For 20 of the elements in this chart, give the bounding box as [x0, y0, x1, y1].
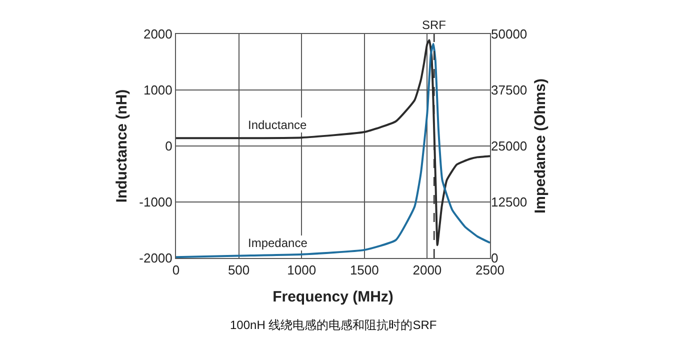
x-tick-label: 1000 — [287, 262, 316, 278]
y-tick-label: 2000 — [143, 26, 172, 42]
y-tick-label: 0 — [165, 138, 172, 154]
x-tick-label: 2000 — [412, 262, 442, 278]
y2-tick-label: 25000 — [491, 138, 528, 154]
ref-line-label: SRF — [422, 18, 446, 32]
y2-axis-title: Impedance (Ohms) — [532, 78, 550, 214]
x-tick-label: 500 — [228, 262, 250, 278]
series-label: Impedance — [248, 236, 308, 250]
y2-tick-label: 50000 — [491, 26, 528, 42]
text: 100nH 线绕电感的电感和阻抗时的SRF — [230, 318, 437, 332]
series-label: Inductance — [248, 118, 308, 132]
y-axis-title: Inductance (nH) — [113, 89, 130, 203]
x-axis-title: Frequency (MHz) — [272, 288, 394, 306]
y-tick-label: -2000 — [139, 250, 172, 266]
y2-tick-label: 12500 — [491, 194, 528, 210]
x-tick-label: 1500 — [350, 262, 379, 278]
y-tick-label: 1000 — [143, 82, 172, 98]
y-tick-label: -1000 — [139, 194, 172, 210]
y2-tick-label: 37500 — [491, 82, 528, 98]
